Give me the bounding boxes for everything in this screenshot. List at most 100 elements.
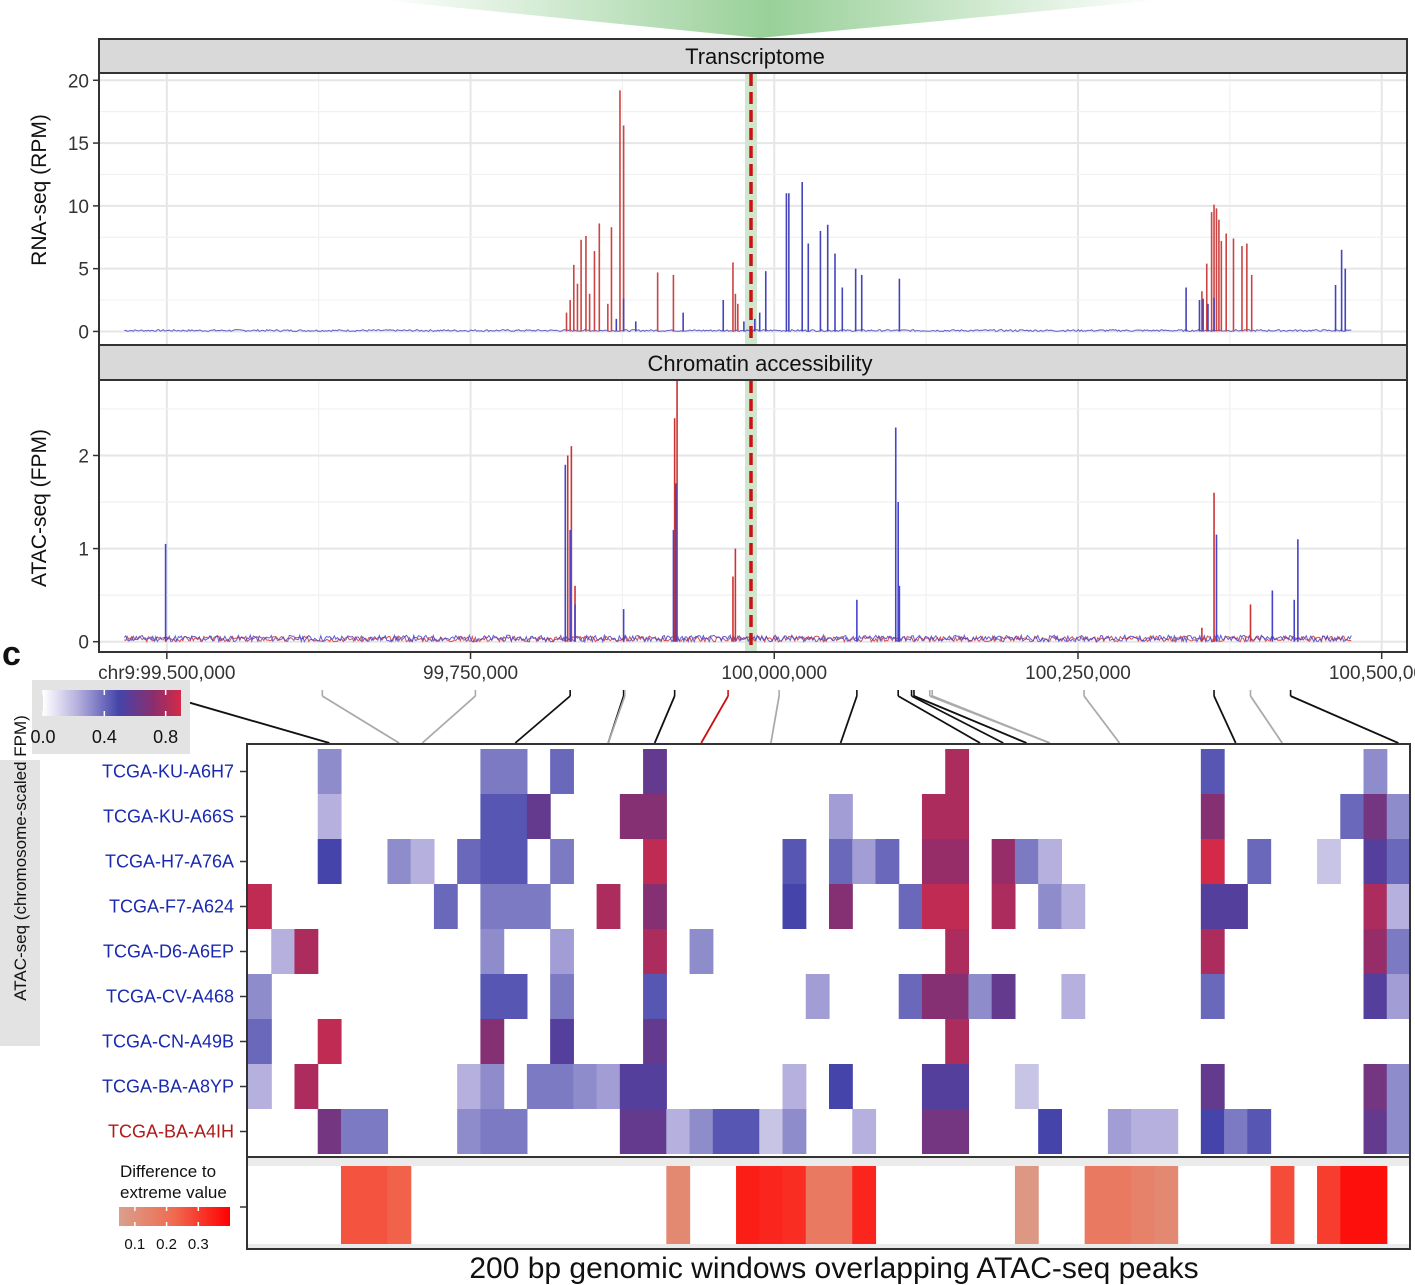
difference-legend-title-line: extreme value bbox=[120, 1183, 227, 1202]
connector-lines bbox=[164, 690, 1399, 744]
heatmap-y-title-bg bbox=[0, 760, 40, 1046]
heatmap-cell bbox=[945, 1019, 970, 1064]
heatmap-cell bbox=[643, 1019, 667, 1064]
heatmap-cell bbox=[1363, 749, 1388, 794]
heatmap-cell bbox=[1131, 1109, 1155, 1154]
connector-line bbox=[421, 695, 476, 744]
difference-cell bbox=[1363, 1166, 1388, 1244]
heatmap-cell bbox=[643, 794, 667, 839]
heatmap-cell bbox=[248, 1019, 272, 1064]
sample-label: TCGA-KU-A66S bbox=[103, 807, 234, 827]
atac-panel: Chromatin accessibility 0 1 2 ATAC-seq (FP… bbox=[28, 344, 1415, 684]
connector-line bbox=[321, 695, 400, 744]
difference-cell bbox=[340, 1166, 365, 1244]
sample-label: TCGA-BA-A8YP bbox=[102, 1077, 234, 1097]
heatmap-y-axis-title: ATAC-seq (chromosome-scaled FPM) bbox=[11, 715, 30, 1001]
difference-colorbar-tick-label: 0.1 bbox=[124, 1236, 145, 1253]
heatmap-cell bbox=[294, 1064, 319, 1109]
heatmap-cell bbox=[248, 974, 272, 1019]
heatmap-cell bbox=[921, 839, 946, 884]
heatmap-cell bbox=[921, 1064, 946, 1109]
heatmap-cell bbox=[340, 1109, 365, 1154]
y-tick-label: 1 bbox=[78, 540, 89, 561]
heatmap-cell bbox=[1363, 794, 1388, 839]
connector-line bbox=[897, 695, 981, 744]
colorbar-tick-label: 0.0 bbox=[30, 727, 55, 747]
heatmap-cell bbox=[898, 884, 923, 929]
heatmap-cell bbox=[503, 1109, 528, 1154]
heatmap-cell bbox=[991, 974, 1016, 1019]
difference-cell bbox=[1084, 1166, 1109, 1244]
difference-colorbar-tick-label: 0.3 bbox=[188, 1236, 209, 1253]
rna-strip bbox=[98, 38, 1408, 74]
heatmap-cells bbox=[248, 749, 1411, 1154]
rna-strip-title: Transcriptome bbox=[685, 44, 825, 69]
heatmap-cell bbox=[387, 839, 412, 884]
heatmap-cell bbox=[1061, 974, 1086, 1019]
heatmap-cell bbox=[410, 839, 435, 884]
heatmap-cell bbox=[619, 1109, 644, 1154]
top-glow-shape bbox=[380, 0, 1160, 38]
heatmap-cell bbox=[1038, 884, 1062, 929]
difference-colorbar-ticks: 0.1 0.2 0.3 bbox=[124, 1207, 209, 1253]
connector-line bbox=[839, 695, 858, 744]
connector-line bbox=[931, 695, 1051, 744]
heatmap-cell bbox=[1200, 929, 1225, 974]
heatmap-cell bbox=[643, 929, 667, 974]
heatmap-cell bbox=[1014, 1064, 1039, 1109]
heatmap-cell bbox=[1200, 1109, 1225, 1154]
atac-series bbox=[123, 381, 1352, 644]
difference-cell bbox=[666, 1166, 691, 1244]
heatmap-cell bbox=[643, 839, 667, 884]
heatmap-cell bbox=[1340, 794, 1365, 839]
heatmap-cell bbox=[1363, 1064, 1388, 1109]
heatmap-cell bbox=[248, 1064, 272, 1109]
heatmap-cell bbox=[782, 1064, 807, 1109]
heatmap-cell bbox=[945, 1109, 970, 1154]
sample-label: TCGA-CN-A49B bbox=[102, 1032, 234, 1052]
heatmap-cell bbox=[1154, 1109, 1179, 1154]
heatmap-cell bbox=[596, 884, 621, 929]
heatmap-cell bbox=[689, 1109, 714, 1154]
heatmap-cell bbox=[782, 1109, 807, 1154]
heatmap-cell bbox=[480, 1064, 505, 1109]
heatmap-cell bbox=[829, 794, 853, 839]
heatmap-cell bbox=[1200, 749, 1225, 794]
heatmap-cell bbox=[596, 1064, 621, 1109]
connector-line bbox=[1249, 695, 1283, 744]
rna-y-axis-title: RNA-seq (RPM) bbox=[28, 114, 51, 266]
connector-line bbox=[770, 695, 781, 744]
rna-y-axis: 0 5 10 15 20 bbox=[68, 71, 99, 343]
heatmap-cell bbox=[1386, 794, 1411, 839]
sample-label: TCGA-F7-A624 bbox=[109, 897, 234, 917]
y-tick-label: 20 bbox=[68, 71, 89, 92]
difference-cell bbox=[1154, 1166, 1179, 1244]
heatmap-cell bbox=[1200, 884, 1225, 929]
heatmap-cell bbox=[829, 884, 853, 929]
connector-line bbox=[653, 695, 676, 744]
heatmap-cell bbox=[689, 929, 714, 974]
heatmap-cell bbox=[550, 929, 574, 974]
heatmap-cell bbox=[1363, 839, 1388, 884]
connector-line bbox=[1213, 695, 1237, 744]
heatmap-cell bbox=[480, 974, 505, 1019]
connector-line bbox=[514, 695, 571, 744]
x-tick-label: 100,250,000 bbox=[1025, 663, 1131, 684]
heatmap-cell bbox=[1386, 929, 1411, 974]
heatmap-cell bbox=[480, 1019, 505, 1064]
atac-y-axis: 0 1 2 bbox=[78, 446, 99, 654]
heatmap-cell bbox=[1200, 794, 1225, 839]
heatmap-cell bbox=[317, 1019, 342, 1064]
heatmap-cell bbox=[1061, 884, 1086, 929]
difference-cell bbox=[805, 1166, 830, 1244]
heatmap-cell bbox=[852, 1109, 877, 1154]
heatmap-cell bbox=[317, 794, 342, 839]
difference-cell bbox=[1131, 1166, 1155, 1244]
panel-letter: c bbox=[2, 635, 21, 673]
heatmap-cell bbox=[550, 974, 574, 1019]
difference-cell bbox=[736, 1166, 760, 1244]
rna-panel: Transcriptome 0 5 10 15 20 RNA-seq (RPM) bbox=[28, 38, 1408, 346]
heatmap-cell bbox=[1200, 974, 1225, 1019]
colorbar-ticks: 0.0 0.4 0.8 bbox=[30, 690, 178, 747]
heatmap-cell bbox=[945, 884, 970, 929]
